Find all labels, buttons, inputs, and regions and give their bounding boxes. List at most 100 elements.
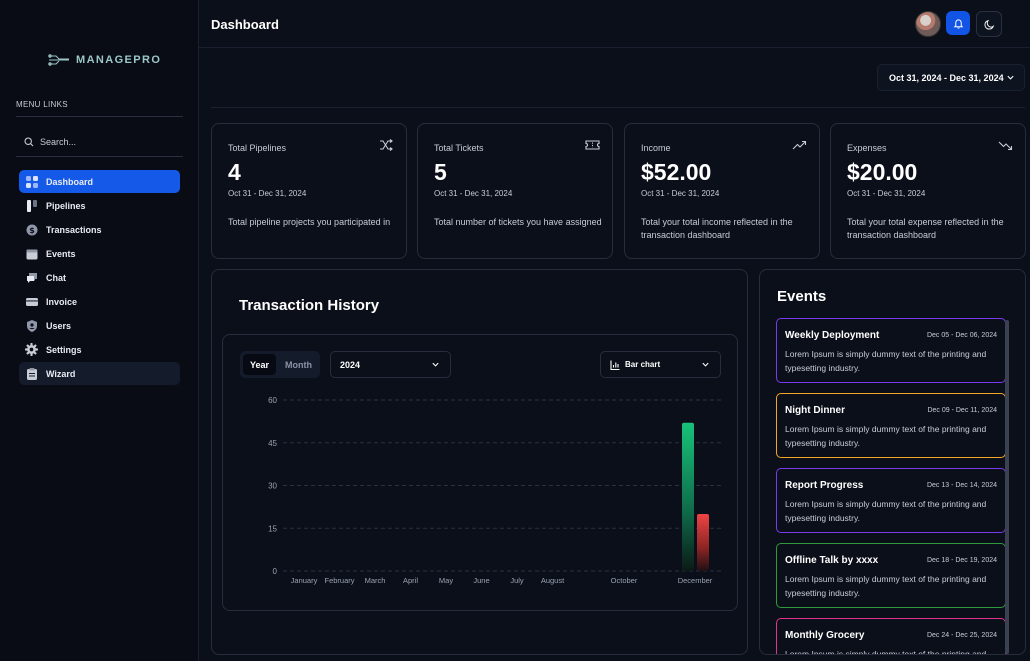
chart-container: Year Month 2024 Bar chart 0 15 30 45 60 Ja [222,334,738,611]
sidebar-item-label: Chat [46,272,66,283]
x-tick-label: August [541,576,565,585]
notifications-button[interactable] [946,11,970,35]
theme-toggle-button[interactable] [976,11,1002,37]
sidebar-item-events[interactable]: Events [19,242,180,265]
stat-date: Oct 31 - Dec 31, 2024 [641,189,720,198]
event-date: Dec 09 - Dec 11, 2024 [927,407,997,414]
brand-logo[interactable]: MANAGEPRO [48,52,161,68]
transaction-history-panel: Transaction History Year Month 2024 Bar … [211,269,748,655]
dollar-icon: $ [25,223,38,236]
trend-down-icon [997,137,1013,153]
stat-title: Total Pipelines [228,143,287,153]
circuit-logo-icon [48,54,69,66]
x-tick-label: July [510,576,524,585]
chat-icon [25,271,38,284]
grid-icon [25,175,38,188]
stat-value: $52.00 [641,159,712,185]
sidebar-nav: Dashboard Pipelines $ Transactions Event… [19,170,180,386]
user-shield-icon [25,319,38,332]
sidebar-item-chat[interactable]: Chat [19,266,180,289]
sidebar-item-pipelines[interactable]: Pipelines [19,194,180,217]
event-name: Monthly Grocery [785,630,865,641]
bar-income[interactable] [682,422,694,571]
sidebar-item-label: Wizard [46,368,76,379]
chevron-down-icon [1007,75,1014,80]
sidebar-item-transactions[interactable]: $ Transactions [19,218,180,241]
stat-title: Expenses [847,143,887,153]
event-description: Lorem Ipsum is simply dummy text of the … [785,424,987,448]
event-card[interactable]: Report Progress Dec 13 - Dec 14, 2024 Lor… [776,468,1006,533]
event-card[interactable]: Monthly Grocery Dec 24 - Dec 25, 2024 Lor… [776,618,1006,655]
date-range-picker[interactable]: Oct 31, 2024 - Dec 31, 2024 [877,64,1025,91]
stat-card-pipelines: Total Pipelines 4 Oct 31 - Dec 31, 2024 … [211,123,407,259]
y-tick-label: 60 [268,396,277,405]
chevron-down-icon [432,362,439,367]
sidebar-item-users[interactable]: Users [19,314,180,337]
search-icon [24,137,34,147]
stat-title: Income [641,143,671,153]
event-description: Lorem Ipsum is simply dummy text of the … [785,349,987,373]
event-card[interactable]: Offline Talk by xxxx Dec 18 - Dec 19, 202… [776,543,1006,608]
brand-name: MANAGEPRO [76,54,162,66]
topbar: Dashboard [199,0,1030,48]
divider [16,116,183,117]
stat-value: 5 [434,159,447,185]
x-tick-label: January [291,576,318,585]
stat-date: Oct 31 - Dec 31, 2024 [434,189,513,198]
divider [16,156,183,157]
chart-type-select[interactable]: Bar chart [600,351,721,378]
transaction-history-title: Transaction History [239,297,380,314]
year-select[interactable]: 2024 [330,351,451,378]
search-input[interactable] [40,137,170,147]
event-description: Lorem Ipsum is simply dummy text of the … [785,649,987,655]
event-description: Lorem Ipsum is simply dummy text of the … [785,574,987,598]
stat-card-tickets: Total Tickets 5 Oct 31 - Dec 31, 2024 To… [417,123,613,259]
chart-type-value: Bar chart [625,360,661,369]
stat-value: 4 [228,159,241,185]
sidebar-item-label: Users [46,320,72,331]
y-tick-label: 30 [268,482,277,491]
bell-icon [953,18,963,29]
event-name: Weekly Deployment [785,330,880,341]
stat-value: $20.00 [847,159,918,185]
y-tick-label: 0 [273,567,278,576]
sidebar-item-wizard[interactable]: Wizard [19,362,180,385]
toggle-month[interactable]: Month [285,359,313,370]
event-card[interactable]: Weekly Deployment Dec 05 - Dec 06, 2024 L… [776,318,1006,383]
bar-chart-icon [610,360,620,370]
x-tick-label: April [403,576,418,585]
trend-up-icon [791,137,807,153]
y-tick-label: 15 [268,524,277,533]
event-name: Report Progress [785,480,864,491]
sidebar: MANAGEPRO MENU LINKS Dashboard Pipelines… [0,0,199,661]
search-box[interactable] [16,131,183,153]
event-date: Dec 13 - Dec 14, 2024 [926,482,997,489]
event-card[interactable]: Night Dinner Dec 09 - Dec 11, 2024 Lorem … [776,393,1006,458]
divider [211,107,1025,108]
x-tick-label: March [365,576,386,585]
pipeline-icon [25,199,38,212]
stat-card-income: Income $52.00 Oct 31 - Dec 31, 2024 Tota… [624,123,820,259]
stat-description: Total your total income reflected in the… [641,217,793,240]
year-select-value: 2024 [340,359,361,370]
svg-text:$: $ [29,226,35,235]
events-title: Events [777,288,827,305]
sidebar-item-dashboard[interactable]: Dashboard [19,170,180,193]
sidebar-item-label: Settings [46,344,82,355]
event-name: Night Dinner [785,405,845,416]
sidebar-item-label: Events [46,248,76,259]
calendar-icon [25,247,38,260]
card-icon [25,295,38,308]
toggle-year[interactable]: Year [243,354,277,375]
events-scrollbar[interactable] [1005,320,1009,654]
date-range-value: Oct 31, 2024 - Dec 31, 2024 [889,72,1004,83]
stat-card-expenses: Expenses $20.00 Oct 31 - Dec 31, 2024 To… [830,123,1026,259]
event-date: Dec 24 - Dec 25, 2024 [926,632,997,639]
x-tick-label: June [473,576,489,585]
stat-date: Oct 31 - Dec 31, 2024 [847,189,926,198]
sidebar-item-settings[interactable]: Settings [19,338,180,361]
sidebar-item-invoice[interactable]: Invoice [19,290,180,313]
gear-icon [25,343,38,356]
avatar[interactable] [915,11,941,37]
bar-expense[interactable] [697,514,709,571]
